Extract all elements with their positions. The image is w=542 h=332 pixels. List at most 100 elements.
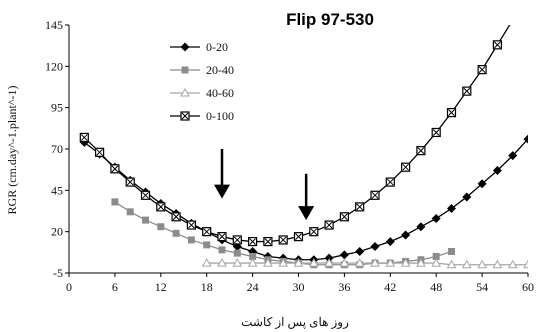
data-point-20-40 [142,216,149,224]
data-point-40-60 [385,258,396,267]
data-point-0-100 [462,86,472,96]
data-point-40-60 [293,258,304,267]
data-point-0-100 [278,235,288,245]
legend-label: 0-20 [206,40,228,54]
x-tick-label: 54 [476,280,488,294]
data-point-0-20 [401,230,411,240]
data-point-0-100 [370,190,380,200]
y-tick-label: 70 [51,142,63,156]
data-point-0-20 [462,192,472,202]
data-point-20-40 [187,236,195,244]
legend-label: 20-40 [206,63,234,77]
data-point-0-20 [385,237,395,247]
series-40-60 [201,258,528,269]
data-point-0-100 [156,202,166,212]
data-point-0-100 [186,220,196,230]
x-axis: 0 6 12 18 24 30 36 42 48 54 60 [66,272,534,294]
data-point-0-100 [140,190,151,200]
data-point-0-100 [309,227,319,237]
data-point-40-60 [247,258,258,267]
y-tick-label: 145 [45,18,63,32]
x-tick-label: 6 [112,280,118,294]
data-point-40-60 [324,258,334,267]
y-tick-label: -5 [53,266,63,280]
data-point-0-20 [355,247,365,257]
x-tick-label: 36 [338,280,350,294]
data-point-40-60 [477,259,487,269]
series-0-100 [79,16,517,247]
legend-marker [180,87,190,97]
data-point-0-100 [79,132,89,143]
y-axis-title: RGR (cm.day^-1.plant^-1) [5,86,19,215]
data-point-40-60 [446,259,457,269]
x-tick-label: 30 [293,280,305,294]
data-point-0-20 [416,222,426,232]
legend-label: 40-60 [206,86,234,100]
data-point-0-100 [232,235,242,245]
y-tick-label: 95 [51,101,63,115]
data-point-0-100 [125,177,135,187]
legend-item-40-60: 40-60 [170,86,234,100]
data-point-0-100 [477,65,487,75]
data-point-20-40 [172,229,180,237]
data-point-40-60 [507,259,518,269]
data-point-40-60 [201,258,212,267]
data-point-20-40 [203,241,211,249]
data-point-0-20 [492,165,502,175]
x-axis-title: روز های پس از کاشت [241,315,349,329]
legend-item-0-20: 0-20 [170,40,228,54]
data-point-0-20 [370,242,380,252]
data-point-0-20 [447,204,456,214]
legend-marker [181,66,189,74]
data-point-0-100 [94,147,105,157]
data-point-40-60 [431,258,442,267]
y-tick-label: 20 [51,225,63,239]
series-line-40-60 [206,262,528,266]
down-arrow-icon [214,149,230,199]
x-tick-label: 0 [66,280,72,294]
data-point-0-100 [509,16,517,24]
data-point-0-100 [355,202,365,212]
data-point-40-60 [461,259,472,269]
data-point-20-40 [111,198,119,206]
data-point-40-60 [263,258,273,267]
data-point-40-60 [217,258,227,267]
y-axis: -5 20 45 70 95 120 145 [45,18,70,280]
data-point-40-60 [400,258,411,267]
data-point-0-100 [293,232,304,242]
data-point-40-60 [492,259,503,269]
data-point-40-60 [370,258,380,267]
data-point-20-40 [432,252,440,260]
data-point-0-100 [171,212,181,222]
legend-item-20-40: 20-40 [170,63,234,77]
x-tick-label: 18 [201,280,213,294]
data-point-0-100 [416,146,426,156]
data-point-0-100 [401,162,411,172]
data-point-40-60 [278,258,289,267]
data-point-20-40 [448,248,455,256]
data-point-0-100 [339,212,349,222]
data-point-0-100 [446,108,457,118]
data-point-0-100 [263,236,273,247]
x-tick-label: 48 [430,280,442,294]
data-point-0-20 [508,151,518,161]
data-point-40-60 [523,259,528,269]
data-point-0-100 [248,236,258,247]
legend-marker [180,111,190,121]
series-layer [79,16,528,269]
x-tick-label: 60 [522,280,534,294]
data-point-0-20 [339,250,349,260]
x-tick-label: 42 [384,280,396,294]
data-point-0-100 [431,127,441,138]
y-tick-label: 45 [51,183,63,197]
data-point-0-100 [202,227,212,237]
data-point-20-40 [126,208,134,216]
y-tick-label: 120 [45,59,63,73]
x-tick-label: 12 [155,280,167,294]
legend-marker [180,42,190,52]
legend-label: 0-100 [206,109,234,123]
data-point-0-100 [385,177,395,187]
data-point-20-40 [218,246,226,254]
data-point-0-100 [217,232,227,242]
data-point-40-60 [354,258,365,267]
